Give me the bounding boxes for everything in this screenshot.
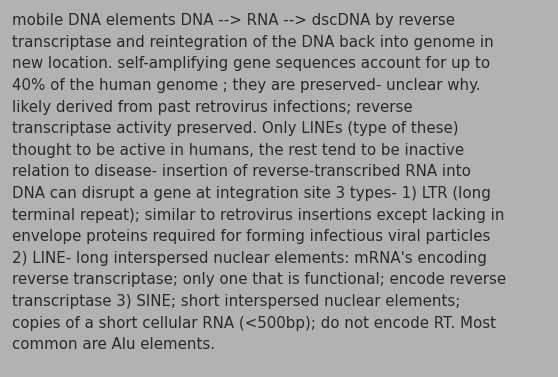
Text: mobile DNA elements DNA --> RNA --> dscDNA by reverse
transcriptase and reintegr: mobile DNA elements DNA --> RNA --> dscD…: [12, 13, 507, 352]
